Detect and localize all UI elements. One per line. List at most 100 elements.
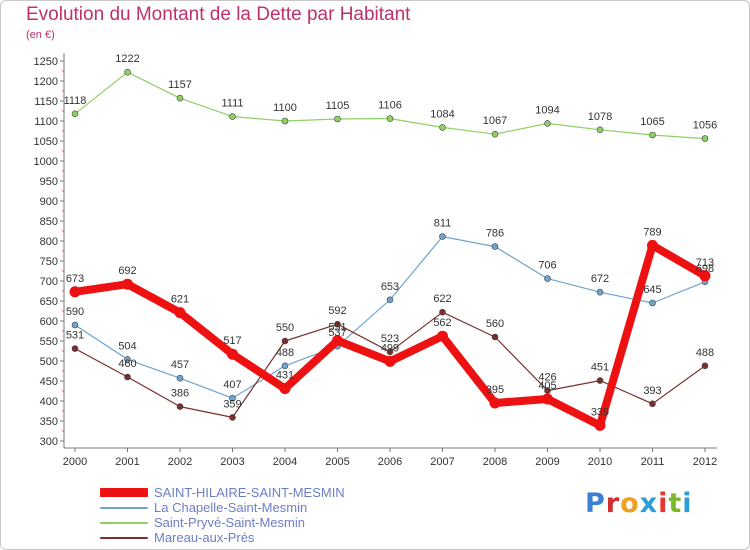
data-label: 488 (276, 347, 294, 359)
data-label: 395 (486, 384, 504, 396)
x-tick-label: 2004 (273, 456, 297, 468)
legend-item: La Chapelle-Saint-Mesmin (100, 500, 345, 515)
x-tick-label: 2009 (535, 456, 559, 468)
y-tick-label: 300 (40, 436, 58, 448)
data-label: 1105 (326, 100, 350, 112)
legend-label: Mareau-aux-Prés (154, 530, 255, 545)
y-tick-label: 550 (40, 336, 58, 348)
data-label: 460 (118, 358, 136, 370)
data-label: 1056 (693, 120, 717, 132)
data-point (229, 394, 236, 402)
data-label: 1078 (588, 111, 612, 123)
y-tick-label: 850 (40, 216, 58, 228)
y-tick-label: 500 (40, 356, 58, 368)
logo-letter: o (620, 488, 640, 519)
data-label: 1065 (640, 116, 664, 128)
y-tick-label: 800 (40, 236, 58, 248)
y-tick-label: 900 (40, 196, 58, 208)
data-point (596, 377, 604, 384)
data-label: 531 (66, 330, 84, 342)
data-label: 1157 (168, 79, 192, 91)
data-point (279, 383, 291, 395)
legend-swatch (100, 536, 148, 539)
data-point (124, 68, 131, 76)
data-point (491, 333, 499, 341)
x-tick-label: 2011 (641, 456, 665, 468)
data-label: 692 (118, 265, 136, 277)
data-point (124, 373, 131, 381)
data-label: 393 (643, 385, 661, 397)
data-point (281, 362, 289, 370)
data-label: 698 (696, 263, 714, 275)
data-point (71, 321, 79, 329)
data-label: 622 (433, 293, 451, 305)
data-label: 562 (433, 317, 451, 329)
data-label: 1094 (535, 104, 559, 116)
logo-letter: i (658, 488, 669, 519)
logo-letter: t (668, 488, 683, 519)
data-label: 560 (486, 318, 504, 330)
data-label: 431 (276, 370, 294, 382)
data-label: 451 (591, 362, 609, 374)
data-point (542, 393, 553, 405)
chart-title: Evolution du Montant de la Dette par Hab… (26, 4, 411, 25)
y-tick-label: 1150 (34, 96, 58, 108)
chart-unit-label: (en €) (26, 29, 55, 41)
y-tick-label: 750 (40, 256, 58, 268)
y-tick-label: 1100 (34, 116, 58, 128)
data-label: 457 (171, 359, 189, 371)
data-point (699, 270, 711, 282)
y-tick-label: 650 (40, 296, 58, 308)
data-point (544, 275, 551, 282)
data-point (491, 243, 499, 250)
data-label: 645 (643, 284, 661, 296)
data-point (281, 337, 289, 345)
y-tick-label: 700 (40, 276, 58, 288)
legend-item: Mareau-aux-Prés (100, 530, 345, 545)
legend-swatch (100, 488, 148, 497)
legend-item: Saint-Pryvé-Saint-Mesmin (100, 515, 345, 530)
series-line (74, 236, 706, 399)
data-label: 786 (486, 228, 504, 240)
data-label: 407 (223, 379, 241, 391)
data-label: 550 (276, 322, 294, 334)
data-label: 523 (381, 333, 399, 345)
x-tick-label: 2006 (378, 456, 402, 468)
data-point (334, 115, 341, 123)
x-tick-label: 2001 (115, 456, 139, 468)
data-label: 673 (66, 273, 84, 285)
data-point (489, 397, 501, 409)
legend-label: SAINT-HILAIRE-SAINT-MESMIN (154, 485, 345, 500)
data-label: 517 (223, 335, 241, 347)
y-tick-label: 950 (40, 176, 58, 188)
data-label: 1106 (378, 100, 402, 112)
data-label: 592 (328, 305, 346, 317)
legend-label: La Chapelle-Saint-Mesmin (154, 500, 308, 515)
y-tick-label: 1250 (34, 56, 58, 68)
logo-letter: x (639, 488, 659, 519)
data-point (124, 356, 131, 363)
x-tick-label: 2008 (483, 456, 507, 468)
x-tick-label: 2000 (63, 456, 87, 468)
data-point (649, 400, 656, 408)
y-tick-label: 1200 (34, 76, 58, 88)
data-label: 789 (643, 226, 661, 238)
logo-letter: r (605, 488, 621, 519)
x-tick-label: 2005 (325, 456, 349, 468)
logo-letter: P (585, 488, 606, 519)
y-tick-label: 350 (40, 416, 58, 428)
data-label: 488 (696, 347, 714, 359)
data-label: 706 (538, 260, 556, 272)
data-point (332, 335, 343, 347)
data-label: 1111 (221, 98, 243, 110)
data-point (176, 403, 184, 410)
proxiti-logo: Proxiti (585, 488, 693, 519)
data-point (71, 345, 79, 352)
data-label: 1084 (430, 108, 454, 120)
data-label: 339 (591, 406, 609, 418)
data-point (386, 115, 394, 122)
data-label: 672 (591, 273, 609, 285)
data-label: 590 (66, 306, 84, 318)
y-tick-label: 1050 (34, 136, 58, 148)
